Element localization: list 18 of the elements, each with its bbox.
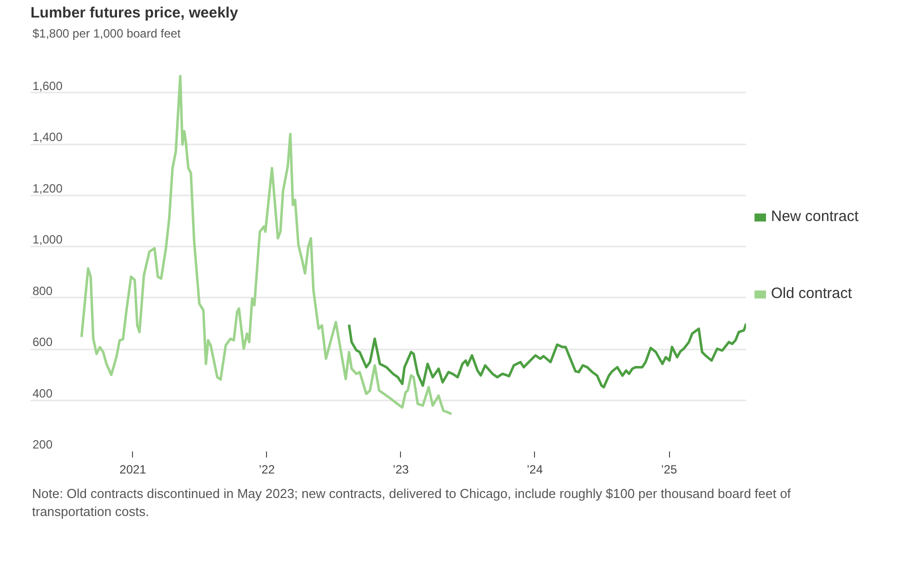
text: Note: Old contracts discontinued in May 2023; new contracts, delivered to Chicago, include roughly $100 per thousand board feet of transportation costs. [32, 485, 792, 520]
y-tick-label: 200 [32, 438, 53, 452]
y-tick-label: 1,400 [32, 130, 63, 144]
x-tick-label: ’24 [526, 462, 544, 476]
legend-label: New contract [771, 208, 859, 225]
y-tick-label: 600 [32, 335, 53, 349]
y-tick-label: $1,800 per 1,000 board feet [32, 26, 182, 40]
legend-label: Old contract [771, 285, 852, 302]
chart-title: Lumber futures price, weekly [30, 4, 239, 22]
y-tick-label: 1,600 [32, 78, 63, 93]
y-tick-label: 400 [32, 386, 53, 400]
y-tick-label: 1,000 [32, 232, 63, 246]
x-tick-label: ’23 [392, 462, 410, 476]
x-tick-label: ’22 [258, 462, 276, 476]
y-tick-label: 1,200 [32, 181, 63, 196]
y-tick-label: 800 [32, 284, 53, 298]
x-tick-label: ’25 [661, 462, 678, 476]
x-tick-label: 2021 [120, 462, 147, 476]
